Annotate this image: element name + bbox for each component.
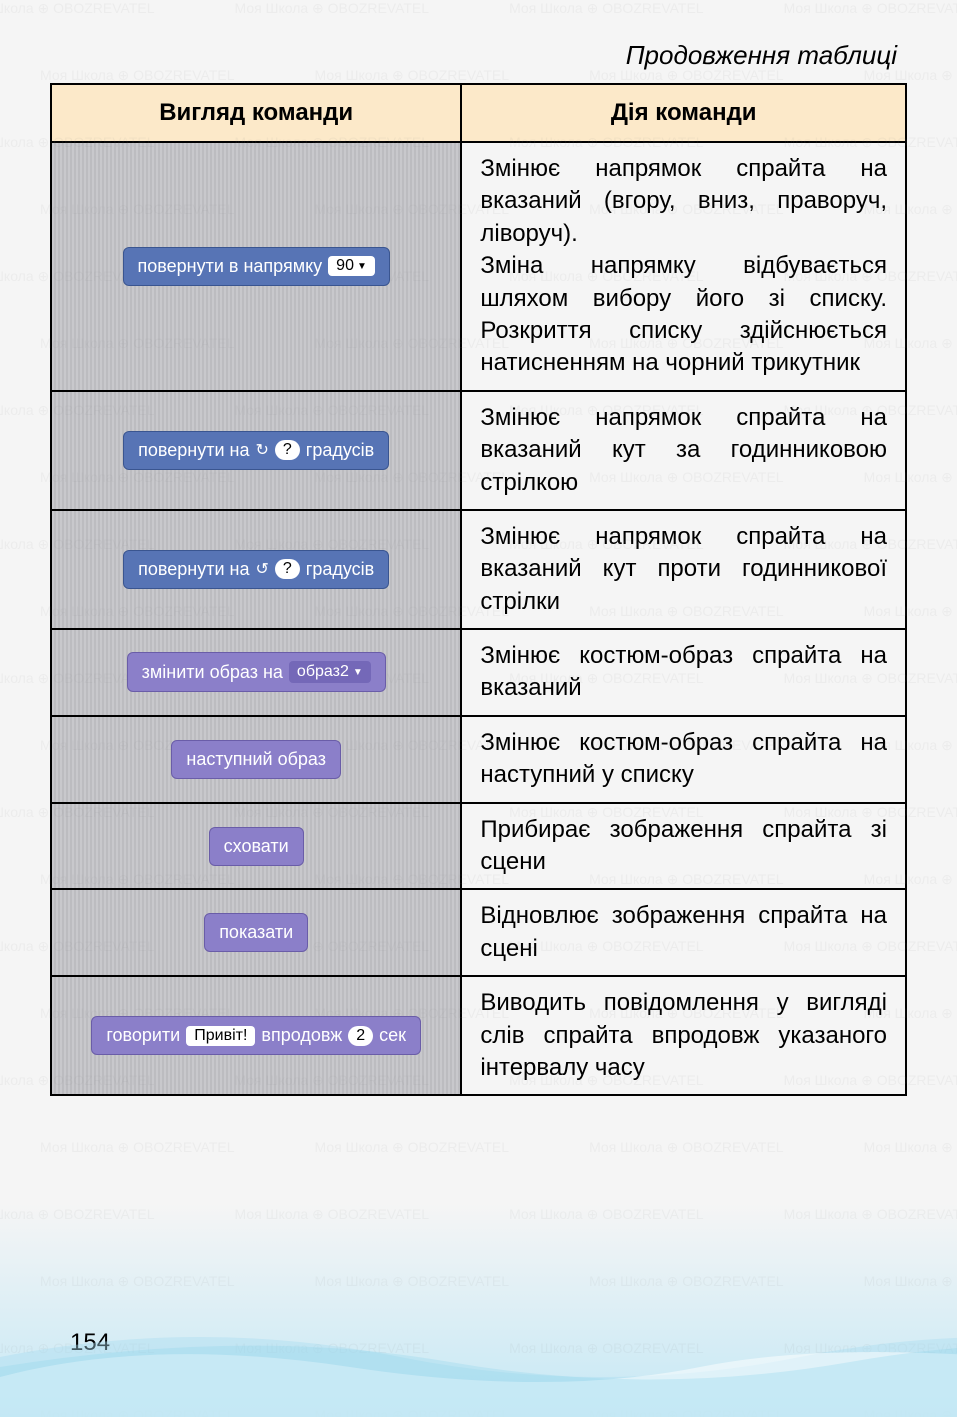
block-label: градусів [306, 559, 374, 580]
block-value-input: ? [275, 440, 300, 460]
block-label: показати [219, 922, 293, 943]
block-cell: наступний образ [51, 716, 461, 803]
block-cell: змінити образ на образ2▼ [51, 629, 461, 716]
block-label: сек [379, 1025, 406, 1046]
commands-table: Вигляд команди Дія команди повернути в н… [50, 83, 907, 1096]
block-label: впродовж [261, 1025, 342, 1046]
dropdown-triangle-icon: ▼ [357, 261, 367, 272]
description-cell: Змінює напрямок спрайта на вказаний кут … [461, 510, 906, 629]
block-label: градусів [306, 440, 374, 461]
rotate-cw-icon: ↻ [255, 440, 268, 460]
block-cell: говорити Привіт! впродовж 2 сек [51, 976, 461, 1095]
block-cell: повернути на ↻? градусів [51, 391, 461, 510]
block-label: повернути на [138, 440, 249, 461]
block-label: сховати [224, 836, 289, 857]
header-col1: Вигляд команди [51, 84, 461, 142]
table-row: повернути на ↺? градусів Змінює напрямок сп… [51, 510, 906, 629]
table-row: сховати Прибирає зображення спрайта зі сц… [51, 803, 906, 890]
description-cell: Відновлює зображення спрайта на сцені [461, 889, 906, 976]
block-cell: показати [51, 889, 461, 976]
table-row: повернути в напрямку90▼ Змінює напрямок с… [51, 142, 906, 391]
block-label: повернути на [138, 559, 249, 580]
block-value-input: 90▼ [328, 256, 375, 276]
table-row: повернути на ↻? градусів Змінює напрямок сп… [51, 391, 906, 510]
header-col2: Дія команди [461, 84, 906, 142]
description-cell: Змінює напрямок спрайта на вказаний (вго… [461, 142, 906, 391]
description-cell: Змінює костюм-образ спрайта на наступний… [461, 716, 906, 803]
rotate-ccw-icon: ↺ [255, 559, 268, 579]
description-cell: Змінює костюм-образ спрайта на вказаний [461, 629, 906, 716]
table-row: наступний образ Змінює костюм-образ спрай… [51, 716, 906, 803]
decorative-waves [0, 1297, 957, 1417]
block-cell: повернути в напрямку90▼ [51, 142, 461, 391]
motion-block: повернути на ↺? градусів [123, 550, 389, 589]
looks-block: наступний образ [171, 740, 341, 779]
table-row: говорити Привіт! впродовж 2 сек Виводить пові… [51, 976, 906, 1095]
looks-block: показати [204, 913, 308, 952]
block-dropdown: образ2▼ [289, 661, 371, 683]
table-caption: Продовження таблиці [50, 40, 907, 71]
block-value-input: 2 [348, 1026, 373, 1046]
block-cell: повернути на ↺? градусів [51, 510, 461, 629]
motion-block: повернути на ↻? градусів [123, 431, 389, 470]
description-cell: Виводить повідомлення у вигляді слів спр… [461, 976, 906, 1095]
block-label: наступний образ [186, 749, 326, 770]
block-label: змінити образ на [142, 662, 283, 683]
looks-block: змінити образ на образ2▼ [127, 652, 386, 692]
looks-block: говорити Привіт! впродовж 2 сек [91, 1016, 421, 1055]
table-row: показати Відновлює зображення спрайта на … [51, 889, 906, 976]
description-cell: Змінює напрямок спрайта на вказаний кут … [461, 391, 906, 510]
block-cell: сховати [51, 803, 461, 890]
block-value-input: ? [275, 559, 300, 579]
table-header-row: Вигляд команди Дія команди [51, 84, 906, 142]
dropdown-triangle-icon: ▼ [353, 667, 363, 678]
block-label: говорити [106, 1025, 180, 1046]
block-label: повернути в напрямку [138, 256, 323, 277]
description-cell: Прибирає зображення спрайта зі сцени [461, 803, 906, 890]
looks-block: сховати [209, 827, 304, 866]
page-number: 154 [70, 1329, 110, 1357]
block-text-input: Привіт! [186, 1026, 255, 1046]
table-row: змінити образ на образ2▼ Змінює костюм-обр… [51, 629, 906, 716]
motion-block: повернути в напрямку90▼ [123, 247, 390, 286]
